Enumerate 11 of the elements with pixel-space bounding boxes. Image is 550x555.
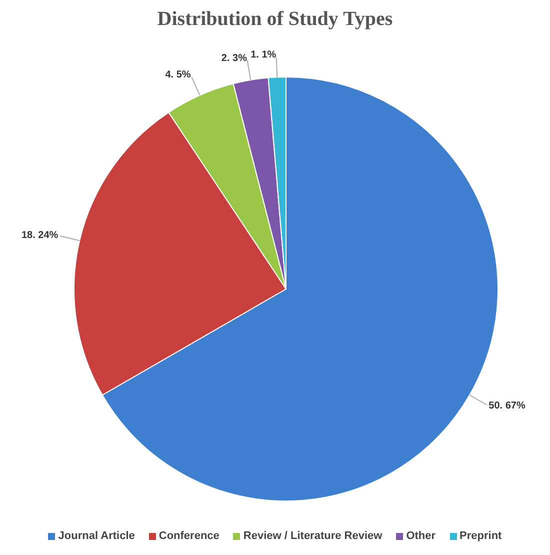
legend-label: Preprint — [458, 530, 502, 542]
data-label: 1. 1% — [250, 50, 276, 61]
chart-title: Distribution of Study Types — [156, 8, 394, 32]
legend-label: Other — [405, 530, 436, 542]
data-label: 2. 3% — [221, 52, 248, 64]
legend-label: Conference — [158, 530, 220, 542]
data-label: 18. 24% — [21, 230, 58, 242]
legend-label: Review / Literature Review — [242, 530, 382, 542]
data-label: 50. 67% — [488, 400, 526, 412]
data-label: 4. 5% — [165, 70, 191, 81]
legend-label: Journal Article — [57, 530, 135, 542]
